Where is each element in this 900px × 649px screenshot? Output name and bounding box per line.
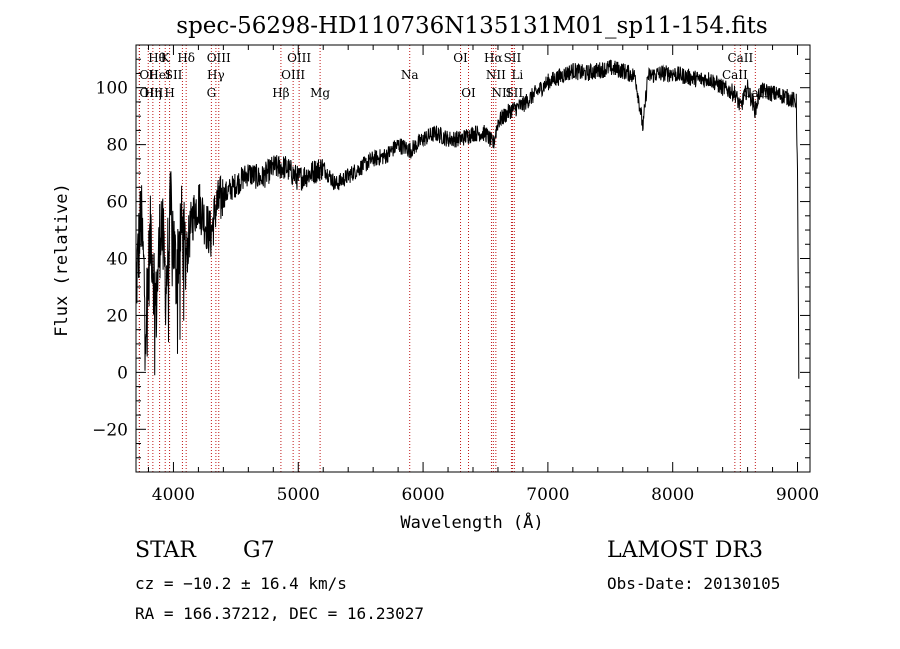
y-tick-label: 40 bbox=[106, 250, 128, 270]
line-label: Hα bbox=[484, 51, 503, 65]
line-label: OIII bbox=[139, 86, 163, 100]
line-label: OIII bbox=[287, 51, 311, 65]
line-label: Li bbox=[511, 68, 523, 82]
x-tick-label: 8000 bbox=[651, 485, 694, 505]
line-label: OI bbox=[453, 51, 468, 65]
line-label: Hβ bbox=[272, 86, 289, 100]
x-tick-label: 6000 bbox=[401, 485, 444, 505]
line-label: K bbox=[161, 51, 171, 65]
spectral-line-markers bbox=[138, 45, 756, 472]
line-label: SII bbox=[505, 86, 523, 100]
line-label: NII bbox=[491, 86, 511, 100]
line-label: OIII bbox=[281, 68, 305, 82]
line-label: OIII bbox=[207, 51, 231, 65]
y-tick-label: 60 bbox=[106, 193, 128, 213]
survey-name: LAMOST DR3 bbox=[607, 538, 763, 563]
chart-title: spec-56298-HD110736N135131M01_sp11-154.f… bbox=[176, 13, 767, 39]
object-subclass: G7 bbox=[243, 538, 275, 563]
line-label: Hθ bbox=[148, 51, 166, 65]
line-label: NII bbox=[486, 68, 506, 82]
line-label: CaII bbox=[722, 68, 748, 82]
line-label: OI bbox=[461, 86, 476, 100]
flux-series-line bbox=[135, 59, 800, 379]
plot-frame bbox=[135, 44, 811, 473]
line-label: Mg bbox=[310, 86, 330, 100]
redshift-text: cz = −10.2 ± 16.4 km/s bbox=[135, 574, 347, 593]
x-axis-label: Wavelength (Å) bbox=[400, 511, 543, 533]
obs-date: Obs-Date: 20130105 bbox=[607, 574, 781, 593]
line-label: Hη bbox=[144, 86, 162, 100]
y-tick-label: 20 bbox=[106, 306, 128, 326]
y-tick-label: 0 bbox=[117, 363, 128, 383]
x-tick-label: 7000 bbox=[526, 485, 569, 505]
line-label: SII bbox=[165, 68, 183, 82]
y-tick-label: 100 bbox=[96, 79, 128, 99]
y-tick-label: −20 bbox=[92, 420, 128, 440]
x-tick-label: 9000 bbox=[776, 485, 819, 505]
line-label: SII bbox=[504, 51, 522, 65]
line-label: HeI bbox=[148, 68, 171, 82]
y-tick-label: 80 bbox=[106, 136, 128, 156]
spectral-line-labels: Hθ OII OIII K HeI Hη H SII Hδ OIII Hγ G Hβ OIII OIII Mg… bbox=[139, 51, 768, 100]
y-axis-label: Flux (relative) bbox=[52, 183, 72, 337]
coordinates: RA = 166.37212, DEC = 16.23027 bbox=[135, 604, 424, 623]
line-label: G bbox=[207, 86, 217, 100]
line-label: Hδ bbox=[177, 51, 195, 65]
axes: 4000 5000 6000 7000 8000 9000 −20 0 20 40 60 80 100 bbox=[92, 44, 819, 505]
line-label: OII bbox=[139, 68, 159, 82]
x-tick-label: 4000 bbox=[152, 485, 195, 505]
line-label: H bbox=[164, 86, 174, 100]
line-label: Hγ bbox=[207, 68, 225, 82]
line-label: CaII bbox=[727, 51, 753, 65]
x-tick-label: 5000 bbox=[277, 485, 320, 505]
object-class: STAR bbox=[135, 538, 196, 563]
line-label: Na bbox=[401, 68, 419, 82]
